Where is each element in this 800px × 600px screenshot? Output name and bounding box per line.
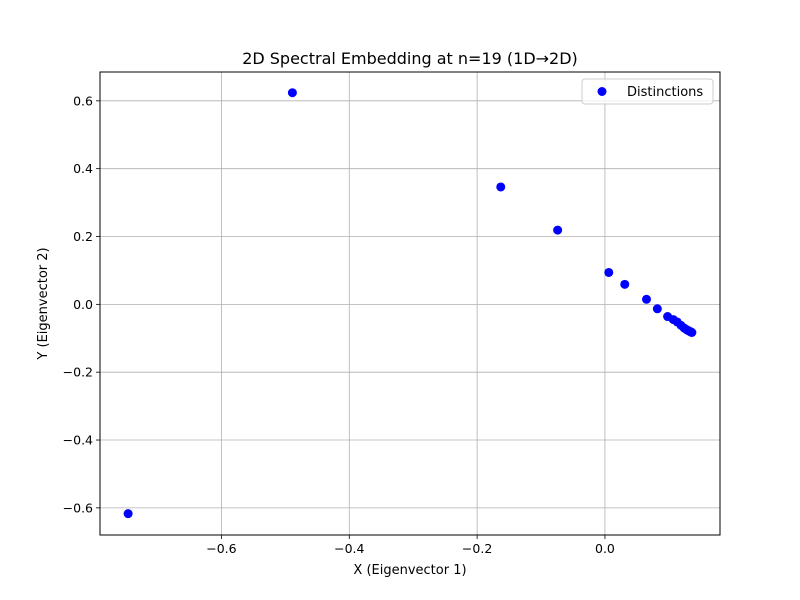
data-point [123, 509, 133, 519]
x-tick-label: −0.2 [462, 541, 492, 556]
x-tick-label: −0.6 [206, 541, 236, 556]
data-point [641, 294, 651, 304]
data-point [687, 328, 697, 338]
y-tick-label: −0.2 [63, 365, 93, 380]
legend-marker [597, 87, 607, 96]
x-tick-label: 0.0 [595, 541, 615, 556]
y-tick-label: −0.6 [63, 500, 93, 515]
data-point [620, 279, 630, 289]
y-tick-label: 0.0 [73, 297, 93, 312]
data-point [604, 267, 614, 277]
chart-title: 2D Spectral Embedding at n=19 (1D→2D) [242, 49, 578, 68]
y-tick-label: 0.4 [73, 161, 93, 176]
x-tick-label: −0.4 [334, 541, 364, 556]
y-tick-label: −0.4 [63, 433, 93, 448]
x-axis-label: X (Eigenvector 1) [353, 563, 466, 578]
axis-ticks: −0.6 −0.4 −0.2 0.0 −0.6 −0.4 −0.2 0.0 0.2 0.4 0.6 [63, 93, 615, 556]
y-axis-label: Y (Eigenvector 2) [36, 247, 51, 360]
data-point [496, 182, 506, 192]
legend: Distinctions [581, 78, 714, 105]
y-tick-label: 0.6 [73, 93, 93, 108]
data-point [553, 225, 563, 235]
data-points [123, 88, 697, 519]
plot-frame [99, 71, 721, 536]
legend-box [581, 78, 714, 105]
legend-entry-distinctions: Distinctions [627, 85, 703, 100]
data-point [652, 304, 662, 314]
data-point [287, 88, 297, 98]
y-tick-label: 0.2 [73, 229, 93, 244]
